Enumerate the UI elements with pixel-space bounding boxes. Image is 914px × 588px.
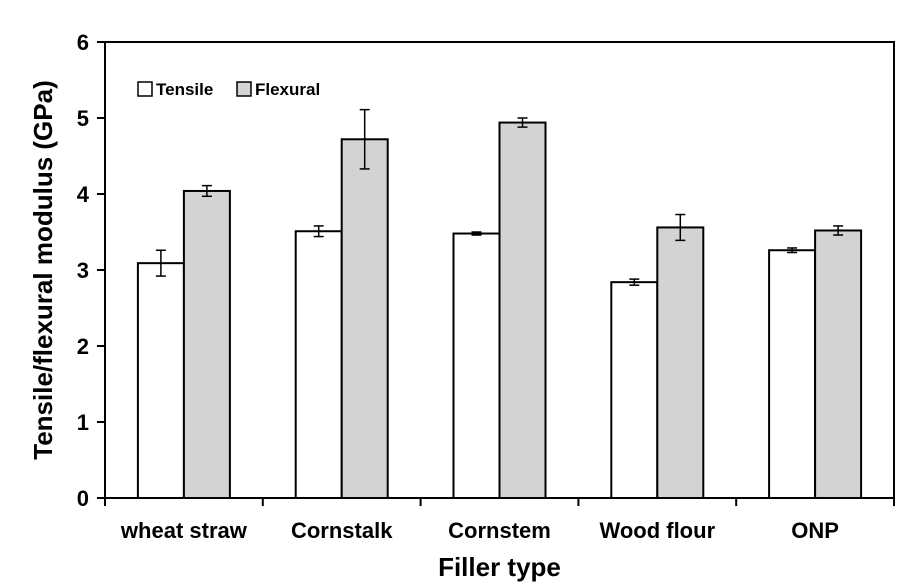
- error-bar-tensile-cornstalk: [313, 225, 324, 238]
- bar-flexural-cornstem: [498, 121, 547, 499]
- y-tick-label: 5: [77, 106, 89, 131]
- error-bars-layer: [155, 108, 844, 286]
- y-tick-label: 1: [77, 410, 89, 435]
- error-bar-flexural-cornstem: [517, 117, 528, 128]
- x-category-label: Cornstalk: [291, 518, 393, 543]
- bars-layer: [136, 121, 863, 500]
- error-bar-flexural-onp: [833, 225, 844, 236]
- bar-flexural-onp: [814, 229, 863, 499]
- error-bar-tensile-cornstem: [471, 231, 482, 236]
- y-tick-label: 6: [77, 30, 89, 55]
- error-bar-tensile-onp: [787, 247, 798, 254]
- bar-tensile-cornstem: [452, 232, 501, 500]
- ticks-layer: 0 1 2 3 4 5 6 wheat straw Cornstalk Cornstem Wood …: [77, 30, 895, 543]
- legend-swatch-tensile: [137, 81, 153, 97]
- legend-label-flexural: Flexural: [255, 80, 320, 99]
- y-tick-label: 2: [77, 334, 89, 359]
- bar-tensile-cornstalk: [294, 230, 343, 500]
- bar-tensile-wheat-straw: [136, 262, 185, 499]
- legend-label-tensile: Tensile: [156, 80, 213, 99]
- x-category-label: Cornstem: [448, 518, 551, 543]
- y-axis-title: Tensile/flexural modulus (GPa): [28, 80, 58, 460]
- legend-swatch-flexural: [236, 81, 252, 97]
- x-category-label: Wood flour: [599, 518, 715, 543]
- bar-flexural-wheat-straw: [182, 189, 231, 500]
- error-bar-tensile-wood-flour: [629, 278, 640, 286]
- bar-tensile-onp: [768, 249, 817, 499]
- bar-flexural-cornstalk: [340, 138, 389, 499]
- error-bar-flexural-wheat-straw: [201, 184, 212, 198]
- x-category-label: wheat straw: [120, 518, 248, 543]
- error-bar-flexural-cornstalk: [359, 108, 370, 170]
- y-tick-label: 4: [77, 182, 90, 207]
- error-bar-tensile-wheat-straw: [155, 249, 166, 277]
- legend: Tensile Flexural: [137, 80, 320, 99]
- error-bar-flexural-wood-flour: [675, 213, 686, 242]
- bar-flexural-wood-flour: [656, 226, 705, 499]
- x-axis-title: Filler type: [438, 552, 561, 582]
- x-category-label: ONP: [791, 518, 839, 543]
- bar-tensile-wood-flour: [610, 281, 659, 499]
- y-tick-label: 0: [77, 486, 89, 511]
- y-tick-label: 3: [77, 258, 89, 283]
